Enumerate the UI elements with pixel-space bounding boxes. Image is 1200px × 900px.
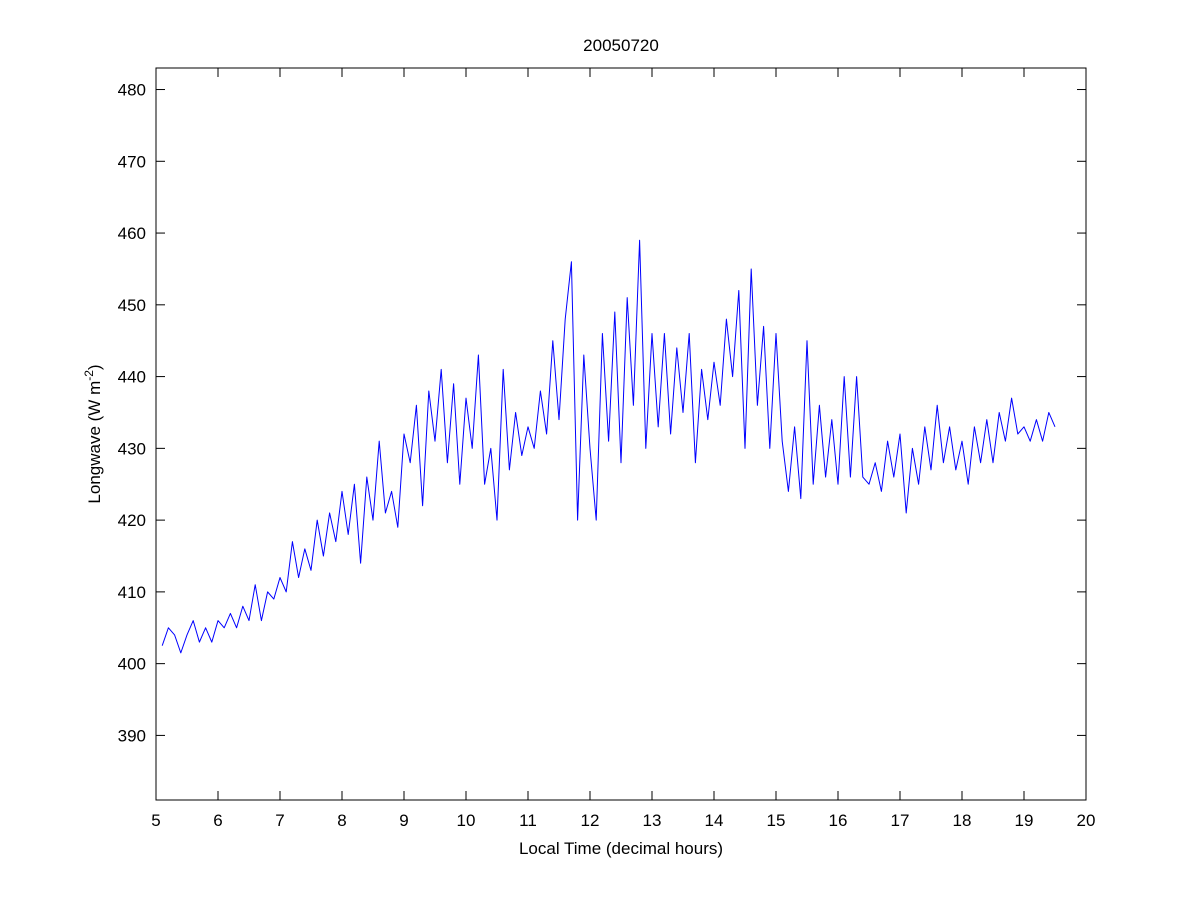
chart-title: 20050720 xyxy=(583,36,659,55)
x-tick-label: 14 xyxy=(705,811,724,830)
x-tick-label: 16 xyxy=(829,811,848,830)
x-tick-label: 6 xyxy=(213,811,222,830)
y-tick-label: 460 xyxy=(118,224,146,243)
x-axis-label: Local Time (decimal hours) xyxy=(519,839,723,858)
y-tick-label: 390 xyxy=(118,726,146,745)
x-tick-label: 5 xyxy=(151,811,160,830)
y-tick-label: 400 xyxy=(118,655,146,674)
x-tick-label: 11 xyxy=(519,811,537,830)
y-tick-label: 430 xyxy=(118,439,146,458)
y-label-superscript: -2 xyxy=(82,370,96,381)
x-tick-label: 15 xyxy=(767,811,786,830)
y-label-suffix: ) xyxy=(85,364,104,370)
y-tick-label: 450 xyxy=(118,296,146,315)
y-tick-label: 440 xyxy=(118,368,146,387)
x-tick-label: 18 xyxy=(953,811,972,830)
plot-frame xyxy=(155,67,1087,801)
y-label-text: Longwave (W m xyxy=(85,381,104,504)
y-tick-label: 480 xyxy=(118,81,146,100)
x-tick-label: 17 xyxy=(891,811,910,830)
x-tick-label: 20 xyxy=(1077,811,1096,830)
x-tick-label: 13 xyxy=(643,811,662,830)
y-tick-label: 410 xyxy=(118,583,146,602)
x-tick-label: 10 xyxy=(457,811,476,830)
x-tick-label: 19 xyxy=(1015,811,1034,830)
data-line xyxy=(161,239,1056,654)
x-tick-label: 8 xyxy=(337,811,346,830)
y-tick-label: 420 xyxy=(118,511,146,530)
y-tick-label: 470 xyxy=(118,152,146,171)
y-axis-label: Longwave (W m-2) xyxy=(82,364,104,503)
x-tick-label: 9 xyxy=(399,811,408,830)
x-tick-label: 12 xyxy=(581,811,600,830)
x-tick-label: 7 xyxy=(275,811,284,830)
